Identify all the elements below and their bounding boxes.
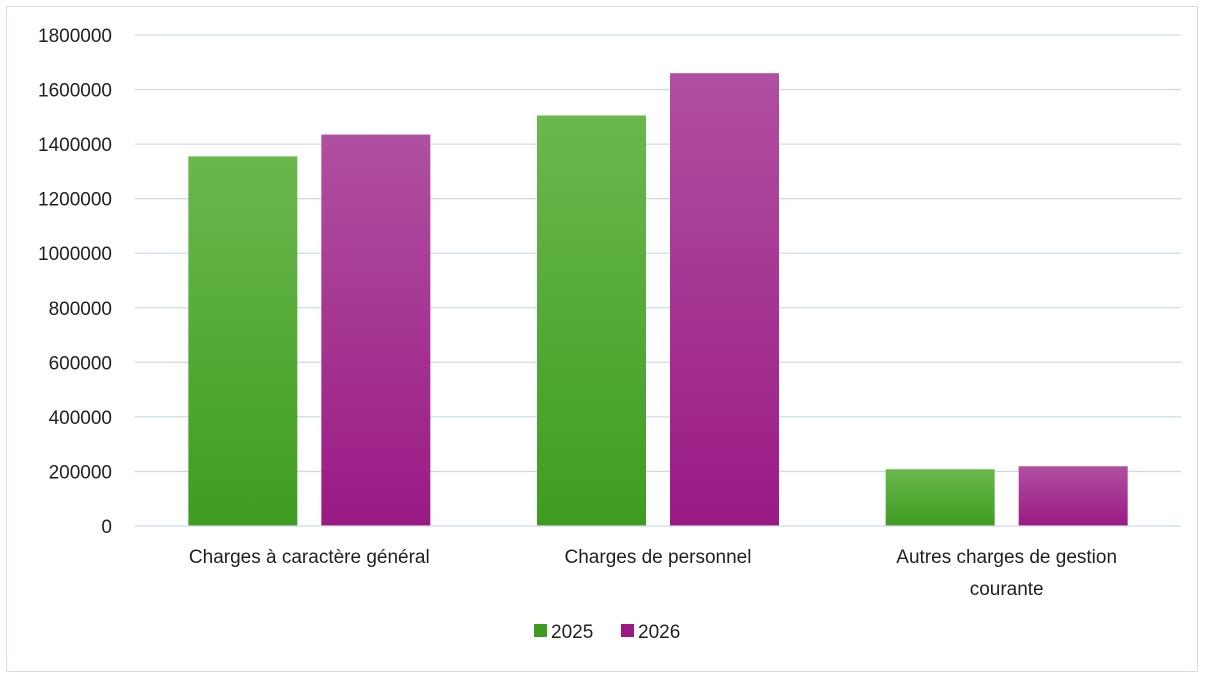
- bar-2025-2: [885, 469, 995, 526]
- legend-swatch-2025: [534, 624, 547, 637]
- bars: [188, 73, 1128, 526]
- legend-label-2026: 2026: [638, 622, 680, 643]
- gridlines: [135, 34, 1181, 473]
- legend-label-2025: 2025: [551, 622, 593, 643]
- y-tick-label: 0: [101, 517, 112, 538]
- y-tick-label: 800000: [49, 299, 112, 320]
- bar-2026-1: [670, 73, 779, 526]
- y-tick-label: 600000: [49, 353, 112, 374]
- bar-2026-0: [321, 134, 431, 526]
- bar-2025-1: [537, 115, 646, 526]
- y-tick-label: 1600000: [38, 81, 112, 102]
- y-tick-label: 200000: [49, 462, 112, 483]
- y-tick-label: 1800000: [38, 26, 112, 47]
- x-category-label: Autres charges de gestion: [896, 547, 1117, 568]
- x-category-label: courante: [970, 579, 1044, 600]
- legend-swatch-2026: [621, 624, 634, 637]
- x-axis-category-labels: Charges à caractère général Charges de pe…: [189, 547, 1117, 600]
- y-tick-label: 1200000: [38, 190, 112, 211]
- x-category-label: Charges de personnel: [565, 547, 752, 568]
- legend: 2025 2026: [534, 622, 680, 643]
- y-tick-label: 400000: [49, 408, 112, 429]
- bar-2025-0: [188, 156, 298, 526]
- y-tick-label: 1400000: [38, 135, 112, 156]
- bar-2026-2: [1018, 466, 1128, 526]
- y-tick-label: 1000000: [38, 244, 112, 265]
- x-category-label: Charges à caractère général: [189, 547, 430, 568]
- y-axis-tick-labels: 0 200000 400000 600000 800000 1000000 1200000 1…: [38, 26, 112, 538]
